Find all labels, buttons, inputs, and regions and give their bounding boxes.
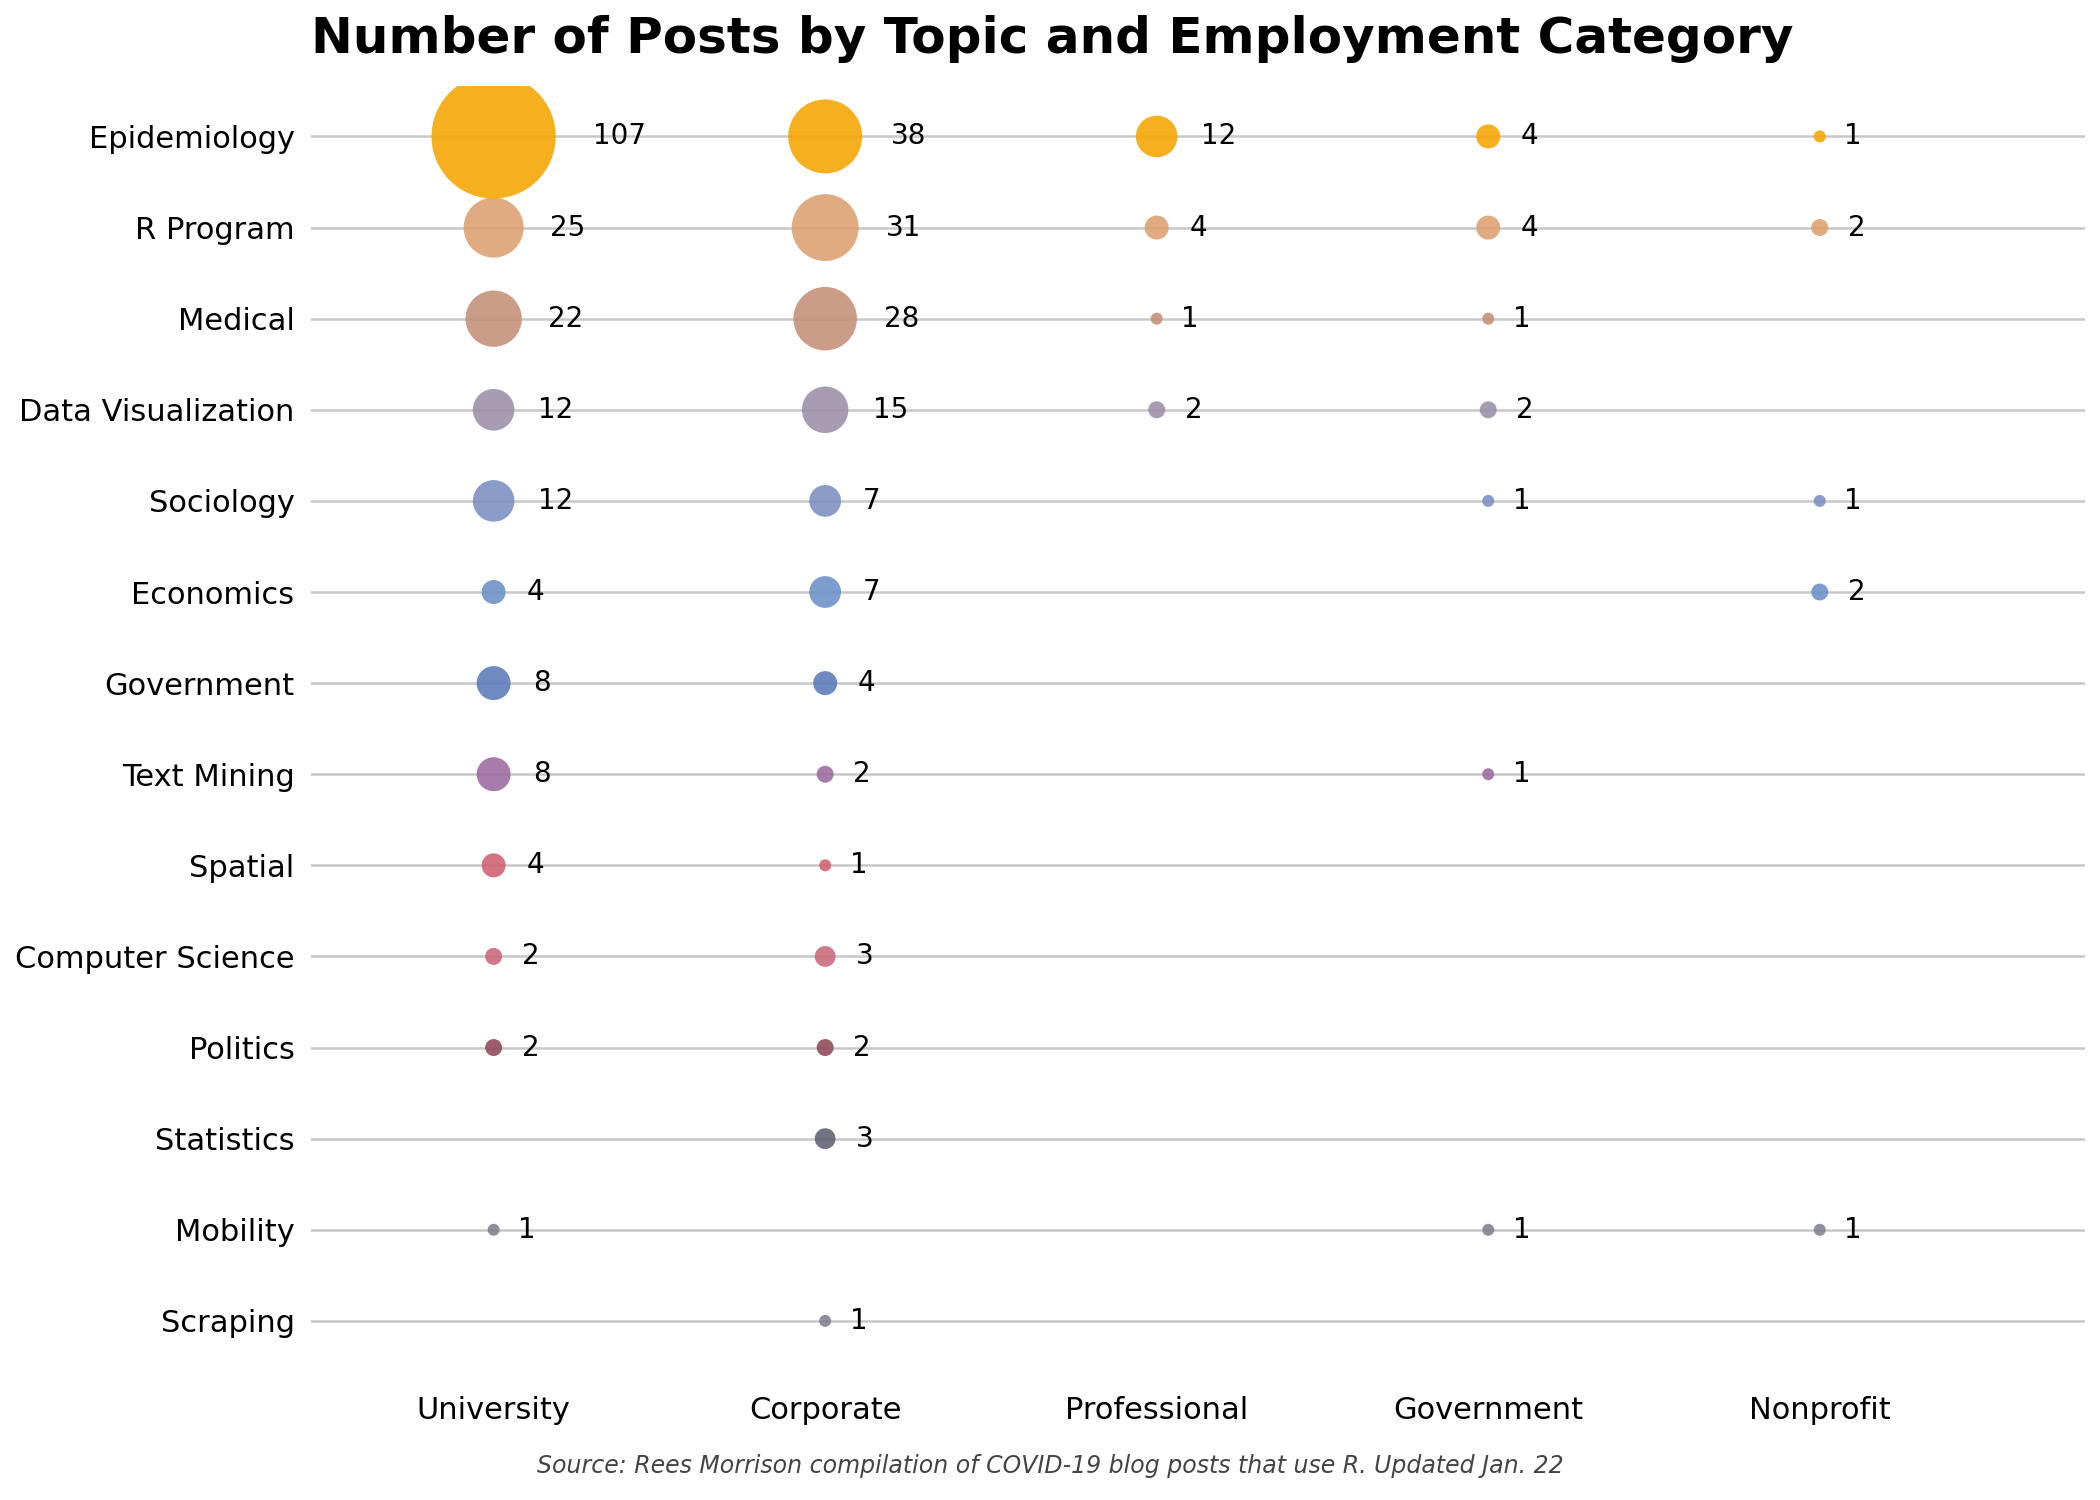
Text: 28: 28 [884,304,920,333]
Point [477,580,510,604]
Text: 1: 1 [1844,123,1863,150]
Text: 2: 2 [1184,396,1201,424]
Text: 3: 3 [855,942,874,970]
Point [808,945,842,969]
Text: 4: 4 [857,669,876,698]
Text: 12: 12 [1201,123,1237,150]
Point [1804,216,1838,240]
Point [808,762,842,786]
Point [1804,580,1838,604]
Point [477,124,510,148]
Point [477,216,510,240]
Text: Source: Rees Morrison compilation of COVID-19 blog posts that use R. Updated Jan: Source: Rees Morrison compilation of COV… [538,1454,1562,1478]
Point [1472,762,1506,786]
Point [808,306,842,330]
Point [808,853,842,877]
Point [1140,216,1174,240]
Text: 31: 31 [886,213,922,242]
Point [808,1035,842,1059]
Point [1472,398,1506,422]
Point [477,762,510,786]
Text: 4: 4 [1189,213,1208,242]
Text: 2: 2 [1848,213,1865,242]
Point [808,489,842,513]
Text: 8: 8 [533,669,550,698]
Point [477,853,510,877]
Point [477,398,510,422]
Text: 1: 1 [1182,304,1199,333]
Text: 15: 15 [874,396,907,424]
Point [1472,216,1506,240]
Text: 1: 1 [850,852,867,879]
Point [1804,1218,1838,1242]
Text: 2: 2 [521,1034,540,1062]
Text: 25: 25 [550,213,586,242]
Text: 2: 2 [521,942,540,970]
Text: 4: 4 [1520,123,1539,150]
Point [1472,124,1506,148]
Point [808,1310,842,1334]
Text: 2: 2 [1516,396,1533,424]
Text: 3: 3 [855,1125,874,1152]
Point [808,670,842,694]
Text: 4: 4 [527,852,544,879]
Text: 8: 8 [533,760,550,788]
Text: 2: 2 [1848,578,1865,606]
Point [1472,489,1506,513]
Text: 107: 107 [592,123,647,150]
Point [477,306,510,330]
Point [477,945,510,969]
Point [477,489,510,513]
Point [808,216,842,240]
Point [808,398,842,422]
Point [1804,124,1838,148]
Text: 22: 22 [548,304,584,333]
Point [808,124,842,148]
Text: 4: 4 [1520,213,1539,242]
Point [477,1035,510,1059]
Text: 1: 1 [1844,1216,1863,1243]
Point [1804,489,1838,513]
Point [477,1218,510,1242]
Point [1472,306,1506,330]
Text: 2: 2 [853,1034,871,1062]
Point [808,580,842,604]
Point [1140,124,1174,148]
Text: 7: 7 [863,488,880,514]
Text: Number of Posts by Topic and Employment Category: Number of Posts by Topic and Employment … [311,15,1793,63]
Text: 2: 2 [853,760,871,788]
Text: 1: 1 [1844,488,1863,514]
Text: 1: 1 [1512,760,1531,788]
Text: 1: 1 [850,1306,867,1335]
Point [808,1126,842,1150]
Point [1140,398,1174,422]
Text: 1: 1 [519,1216,536,1243]
Text: 38: 38 [890,123,926,150]
Text: 4: 4 [527,578,544,606]
Point [1472,1218,1506,1242]
Text: 7: 7 [863,578,880,606]
Text: 12: 12 [538,488,573,514]
Point [477,670,510,694]
Text: 1: 1 [1512,488,1531,514]
Point [1140,306,1174,330]
Text: 1: 1 [1512,1216,1531,1243]
Text: 12: 12 [538,396,573,424]
Text: 1: 1 [1512,304,1531,333]
